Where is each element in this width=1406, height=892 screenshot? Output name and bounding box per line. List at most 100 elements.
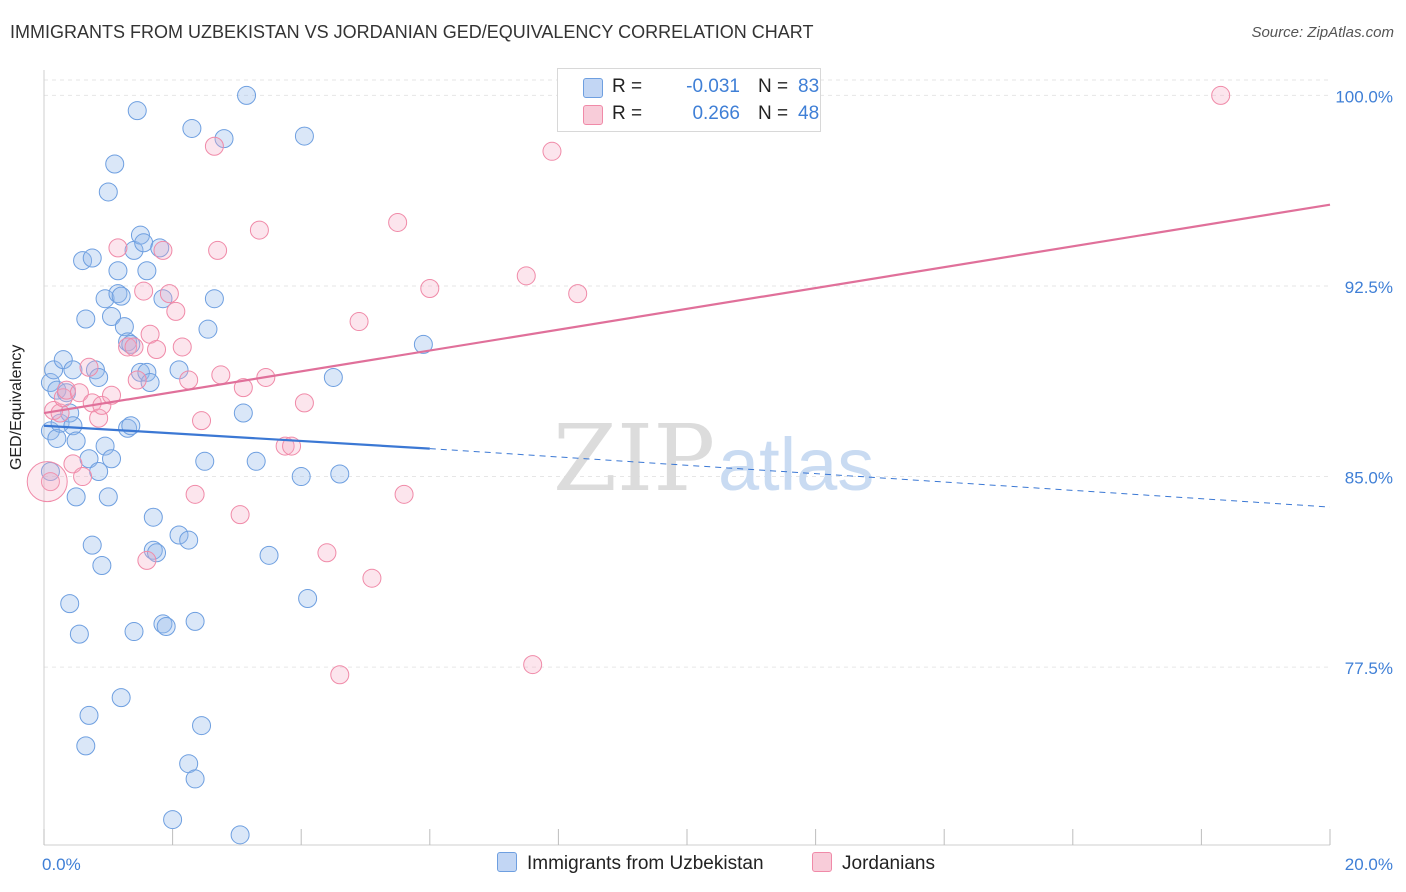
point-jordanians	[317, 543, 337, 563]
stats-legend: R = -0.031 N = 83 R = 0.266 N = 48	[557, 68, 821, 132]
x-tick-label: 20.0%	[1345, 855, 1393, 874]
point-uzbekistan	[114, 317, 134, 337]
point-uzbekistan	[82, 535, 102, 555]
point-uzbekistan	[53, 350, 73, 370]
point-uzbekistan	[230, 825, 250, 845]
point-uzbekistan	[118, 332, 138, 352]
n-label: N =	[758, 76, 789, 97]
y-tick-label: 77.5%	[1345, 659, 1393, 678]
n-value: 48	[798, 103, 820, 124]
point-uzbekistan	[330, 464, 350, 484]
point-uzbekistan	[92, 555, 112, 575]
data-points	[26, 85, 1231, 845]
legend-item-jordanians[interactable]: Jordanians	[812, 852, 935, 875]
point-jordanians	[153, 240, 173, 260]
point-jordanians	[179, 370, 199, 390]
legend-swatch-uzbekistan	[497, 852, 517, 872]
point-uzbekistan	[137, 261, 157, 281]
trend-lines	[43, 203, 1331, 508]
point-uzbekistan	[118, 418, 138, 438]
point-jordanians	[230, 505, 250, 525]
point-uzbekistan	[82, 248, 102, 268]
point-uzbekistan	[69, 624, 89, 644]
point-uzbekistan	[44, 360, 64, 380]
legend-item-uzbekistan[interactable]: Immigrants from Uzbekistan	[497, 852, 764, 875]
legend-label-jordanians: Jordanians	[842, 853, 935, 874]
point-jordanians	[275, 436, 295, 456]
point-cluster	[26, 461, 68, 503]
legend-label-uzbekistan: Immigrants from Uzbekistan	[527, 853, 764, 874]
point-jordanians	[166, 301, 186, 321]
point-uzbekistan	[40, 461, 60, 481]
point-uzbekistan	[47, 428, 67, 448]
point-uzbekistan	[298, 589, 318, 609]
stats-swatch-uzbekistan	[583, 78, 603, 98]
point-uzbekistan	[89, 367, 109, 387]
point-jordanians	[185, 484, 205, 504]
point-uzbekistan	[150, 238, 170, 258]
point-jordanians	[211, 365, 231, 385]
point-jordanians	[330, 665, 350, 685]
legend-swatch-jordanians	[812, 852, 832, 872]
point-uzbekistan	[63, 416, 83, 436]
point-uzbekistan	[95, 436, 115, 456]
point-uzbekistan	[40, 373, 60, 393]
point-jordanians	[134, 281, 154, 301]
point-uzbekistan	[143, 540, 163, 560]
point-jordanians	[420, 279, 440, 299]
y-tick-label: 85.0%	[1345, 469, 1393, 488]
point-uzbekistan	[60, 594, 80, 614]
point-uzbekistan	[98, 487, 118, 507]
r-value: 0.266	[692, 103, 740, 124]
point-jordanians	[40, 472, 60, 492]
point-jordanians	[388, 212, 408, 232]
point-jordanians	[523, 655, 543, 675]
point-uzbekistan	[413, 334, 433, 354]
n-label: N =	[758, 103, 789, 124]
point-jordanians	[233, 378, 253, 398]
trend-line-jordanians	[43, 203, 1331, 415]
trend-line-uzbekistan-extension	[429, 448, 1331, 508]
point-uzbekistan	[66, 431, 86, 451]
point-jordanians	[127, 370, 147, 390]
point-uzbekistan	[127, 101, 147, 121]
point-jordanians	[137, 550, 157, 570]
point-uzbekistan	[156, 616, 176, 636]
point-uzbekistan	[66, 487, 86, 507]
point-uzbekistan	[163, 810, 183, 830]
point-jordanians	[1211, 85, 1231, 105]
point-uzbekistan	[130, 362, 150, 382]
point-uzbekistan	[291, 467, 311, 487]
point-uzbekistan	[185, 769, 205, 789]
point-jordanians	[192, 411, 212, 431]
point-uzbekistan	[137, 362, 157, 382]
point-uzbekistan	[124, 622, 144, 642]
point-uzbekistan	[111, 286, 131, 306]
point-jordanians	[204, 136, 224, 156]
point-uzbekistan	[182, 118, 202, 138]
point-uzbekistan	[179, 530, 199, 550]
point-uzbekistan	[192, 716, 212, 736]
point-uzbekistan	[108, 261, 128, 281]
r-label: R =	[612, 76, 643, 97]
point-jordanians	[159, 284, 179, 304]
point-jordanians	[542, 141, 562, 161]
point-uzbekistan	[153, 614, 173, 634]
point-uzbekistan	[185, 611, 205, 631]
chart-title: IMMIGRANTS FROM UZBEKISTAN VS JORDANIAN …	[10, 22, 814, 42]
watermark-zip: ZIP	[553, 405, 715, 512]
y-tick-label: 100.0%	[1335, 87, 1393, 106]
x-tick-label: 0.0%	[42, 855, 81, 874]
point-uzbekistan	[323, 367, 343, 387]
point-uzbekistan	[95, 289, 115, 309]
point-uzbekistan	[237, 85, 257, 105]
source-label: Source: ZipAtlas.com	[1251, 24, 1394, 41]
point-uzbekistan	[63, 360, 83, 380]
point-uzbekistan	[246, 451, 266, 471]
point-jordanians	[208, 240, 228, 260]
point-uzbekistan	[294, 126, 314, 146]
point-jordanians	[79, 357, 99, 377]
point-uzbekistan	[169, 360, 189, 380]
point-uzbekistan	[214, 129, 234, 149]
grid-lines	[44, 79, 1330, 668]
